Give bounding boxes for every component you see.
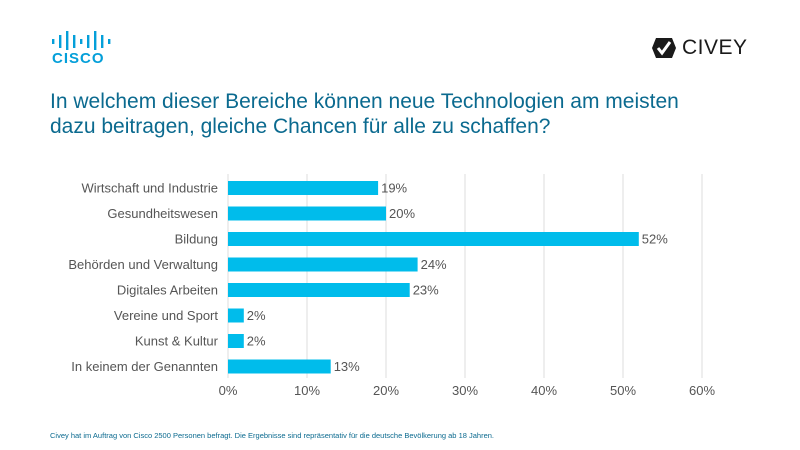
x-tick-label: 20% [373, 383, 399, 398]
x-tick-label: 0% [219, 383, 238, 398]
bar [228, 308, 244, 323]
cisco-logo: CISCO [50, 30, 112, 70]
x-tick-label: 50% [610, 383, 636, 398]
footnote: Civey hat im Auftrag von Cisco 2500 Pers… [50, 431, 495, 440]
bar [228, 232, 639, 246]
data-label: 13% [334, 359, 360, 374]
page-title: In welchem dieser Bereiche können neue T… [50, 90, 679, 138]
civey-logo: CIVEY [652, 36, 748, 60]
bar [228, 283, 410, 297]
civey-check-icon [652, 38, 676, 58]
category-label: Bildung [175, 232, 218, 247]
category-label: Digitales Arbeiten [117, 283, 218, 298]
data-label: 2% [247, 308, 266, 323]
category-label: Gesundheitswesen [107, 206, 218, 221]
category-label: Wirtschaft und Industrie [81, 181, 218, 196]
x-tick-label: 30% [452, 383, 478, 398]
data-label: 2% [247, 334, 266, 349]
bar [228, 257, 418, 272]
bar [228, 359, 331, 374]
x-tick-label: 40% [531, 383, 557, 398]
data-label: 52% [642, 232, 668, 247]
category-label: Behörden und Verwaltung [68, 257, 218, 272]
x-tick-label: 10% [294, 383, 320, 398]
bar [228, 181, 379, 195]
data-label: 20% [389, 206, 415, 221]
bar-chart: Wirtschaft und Industrie Gesundheitswesen… [68, 174, 715, 398]
category-label: Vereine und Sport [114, 308, 218, 323]
data-label: 24% [421, 257, 447, 272]
bar [228, 206, 386, 221]
category-label: Kunst & Kultur [135, 334, 219, 349]
civey-logo-text: CIVEY [682, 36, 748, 59]
category-label: In keinem der Genannten [71, 359, 218, 374]
cisco-bridge-icon [52, 31, 111, 50]
data-label: 23% [413, 283, 439, 298]
x-tick-label: 60% [689, 383, 715, 398]
data-label: 19% [381, 181, 407, 196]
bar [228, 334, 244, 348]
cisco-logo-text: CISCO [52, 50, 105, 67]
